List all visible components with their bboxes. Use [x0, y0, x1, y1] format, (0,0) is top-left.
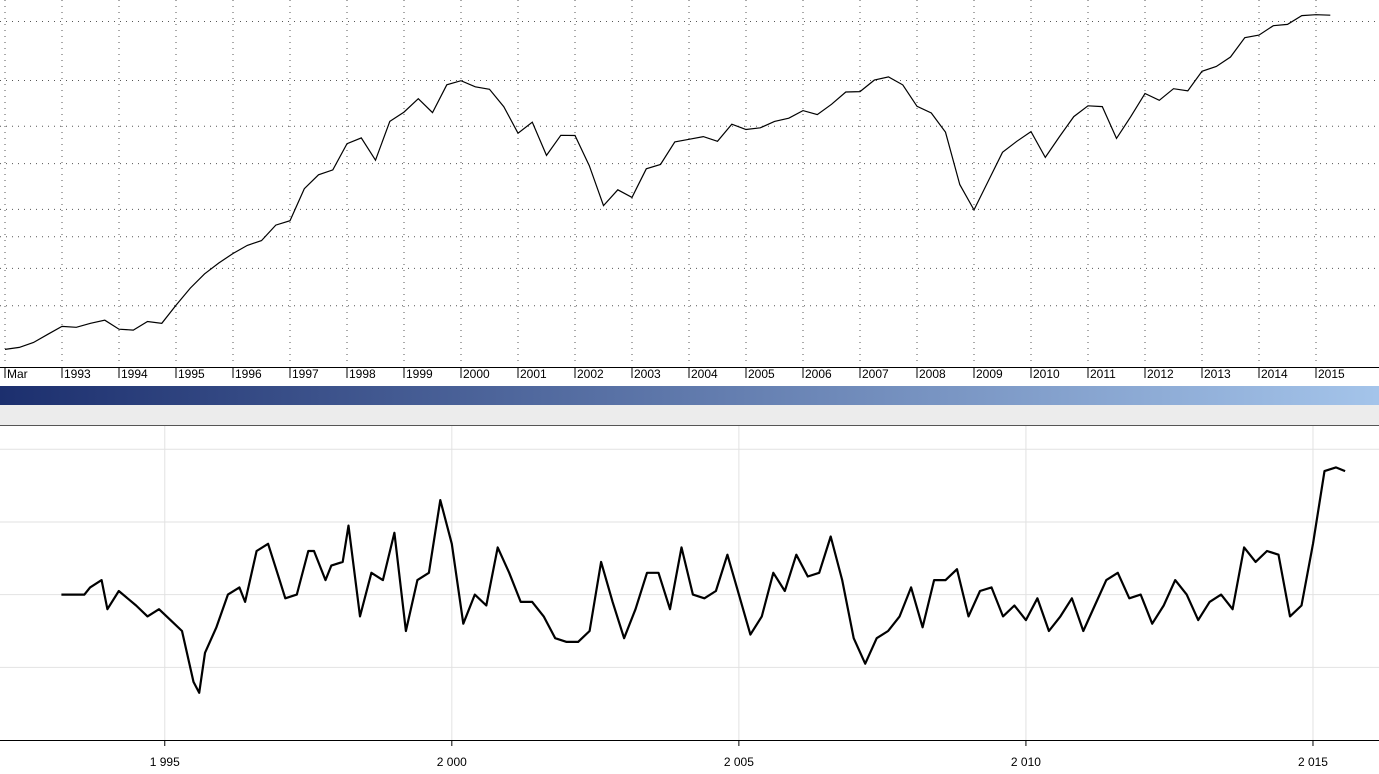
oscillator-line	[61, 466, 1346, 694]
x-tick-label: 2 005	[724, 755, 754, 769]
x-tick-label: 2001	[520, 367, 547, 381]
price-line	[4, 14, 1331, 350]
x-tick-label: 2009	[976, 367, 1003, 381]
x-tick-label: 1999	[406, 367, 433, 381]
x-tick-label: 1998	[349, 367, 376, 381]
x-tick-label: 1995	[178, 367, 205, 381]
x-tick-label: Mar	[7, 367, 28, 381]
panel-separator	[0, 386, 1379, 405]
x-tick-label: 2002	[577, 367, 604, 381]
x-tick-label: 2015	[1318, 367, 1345, 381]
x-tick-label: 2 000	[437, 755, 467, 769]
x-tick-label: 1993	[64, 367, 91, 381]
x-tick-label: 2 010	[1011, 755, 1041, 769]
x-tick-label: 2014	[1261, 367, 1288, 381]
x-tick-label: 1994	[121, 367, 148, 381]
x-tick-label: 2003	[634, 367, 661, 381]
x-tick-label: 2012	[1147, 367, 1174, 381]
x-tick-label: 2010	[1033, 367, 1060, 381]
x-tick-label: 2008	[919, 367, 946, 381]
x-tick-label: 2006	[805, 367, 832, 381]
x-tick-label: 2007	[862, 367, 889, 381]
panel-header	[0, 405, 1379, 425]
x-tick-label: 2011	[1090, 367, 1116, 381]
x-tick-label: 2013	[1204, 367, 1231, 381]
x-tick-label: 2 015	[1298, 755, 1328, 769]
x-tick-label: 2004	[691, 367, 718, 381]
x-tick-label: 1997	[292, 367, 319, 381]
x-tick-label: 2005	[748, 367, 775, 381]
x-tick-label: 1 995	[150, 755, 180, 769]
x-tick-label: 1996	[235, 367, 262, 381]
x-tick-label: 2000	[463, 367, 490, 381]
